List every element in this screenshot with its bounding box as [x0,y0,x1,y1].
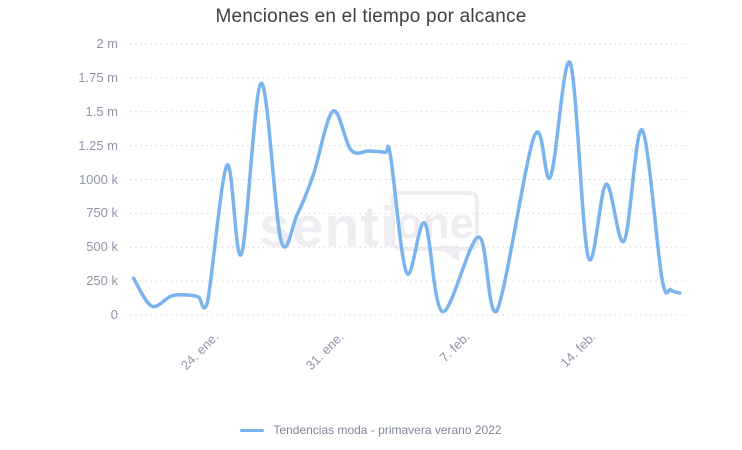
watermark-text-senti: senti [259,195,397,259]
y-axis-label: 2 m [96,36,118,51]
y-axis-label: 1.25 m [78,137,118,153]
legend: Tendencias moda - primavera verano 2022 [0,423,742,437]
legend-item-tendencias-moda[interactable]: Tendencias moda - primavera verano 2022 [240,423,502,437]
y-axis-label: 0 [110,307,118,322]
chart-title: Menciones en el tiempo por alcance [215,6,527,27]
watermark-tail-icon [437,246,459,262]
y-axis-label: 250 k [86,273,118,289]
y-axis-label: 500 k [86,239,118,255]
y-axis-label: 750 k [86,205,118,221]
y-axis-label: 1000 k [78,171,118,187]
legend-line-marker [240,428,265,432]
watermark-text-one: one [396,199,474,248]
watermark: senti one [259,191,479,262]
legend-label: Tendencias moda - primavera verano 2022 [273,423,502,437]
y-axis-label: 1.5 m [85,103,118,119]
watermark-box [391,191,479,251]
y-axis-label: 1.75 m [78,69,118,85]
series-line [131,60,682,314]
